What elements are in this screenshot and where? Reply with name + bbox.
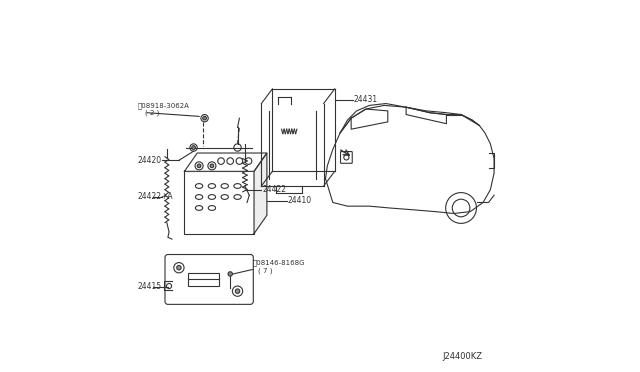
Text: 24422+A: 24422+A — [138, 192, 173, 202]
Text: ( 2 ): ( 2 ) — [145, 109, 159, 116]
FancyBboxPatch shape — [340, 151, 352, 163]
Polygon shape — [184, 153, 267, 171]
Circle shape — [203, 116, 207, 120]
Polygon shape — [254, 153, 267, 234]
Text: 24431: 24431 — [354, 95, 378, 105]
Circle shape — [228, 272, 232, 276]
Text: Ⓒ08146-8168G: Ⓒ08146-8168G — [253, 260, 305, 266]
Circle shape — [197, 164, 201, 168]
Circle shape — [210, 164, 214, 168]
Text: J24400KZ: J24400KZ — [443, 352, 483, 361]
Text: 24422: 24422 — [262, 185, 286, 194]
Text: 24410: 24410 — [288, 196, 312, 205]
Text: 24415: 24415 — [138, 282, 162, 291]
Bar — [184, 171, 254, 234]
Circle shape — [177, 266, 181, 270]
Circle shape — [236, 289, 240, 294]
Text: ⓝ08918-3062A: ⓝ08918-3062A — [138, 102, 189, 109]
Text: ( 7 ): ( 7 ) — [258, 268, 272, 274]
Bar — [188, 273, 220, 286]
Text: 24420: 24420 — [138, 156, 162, 165]
Circle shape — [192, 146, 195, 149]
